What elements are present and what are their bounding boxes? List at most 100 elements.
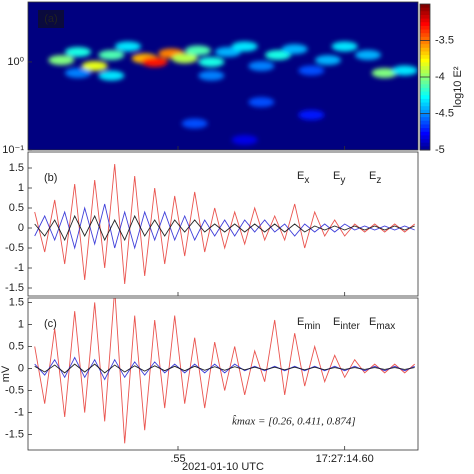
legend-entry: Emax: [369, 316, 395, 332]
y-axis-label: mV: [0, 365, 12, 382]
y-tick-label: -0.5: [5, 242, 24, 254]
y-tick-label: 10⁻¹: [2, 144, 24, 156]
colorbar-segment: [420, 7, 430, 12]
legend-entry: Einter: [333, 316, 360, 332]
colorbar-segment: [420, 36, 430, 41]
colorbar-segment: [420, 98, 430, 104]
y-tick-label: 0.5: [9, 202, 24, 214]
colorbar-segment: [420, 4, 430, 9]
colorbar-segment: [420, 55, 430, 60]
colorbar-segment: [420, 135, 430, 140]
colorbar-segment: [420, 87, 430, 93]
plot-frame: [27, 297, 419, 451]
annotation: k̂max = [0.26, 0.411, 0.874]: [232, 414, 356, 427]
y-tick-label: -1.5: [5, 428, 24, 440]
heatmap-cell: [355, 49, 381, 60]
x-tick-label: 17:27:14.60: [316, 453, 374, 465]
colorbar-segment: [420, 91, 430, 96]
legend-entry: Ey: [333, 170, 345, 186]
heatmap-cell: [298, 65, 325, 76]
legend-entry: Ex: [297, 170, 309, 186]
heatmap-cell: [65, 46, 91, 57]
series-group: [34, 163, 415, 285]
colorbar-segment: [420, 40, 430, 45]
heatmap-cell: [331, 41, 358, 52]
heatmap-cells: [48, 41, 418, 145]
series-line: [34, 163, 415, 285]
panel-label: (c): [44, 318, 57, 330]
colorbar-segment: [420, 11, 430, 16]
y-tick-label: 0: [18, 222, 24, 234]
colorbar-segment: [420, 18, 430, 23]
plot-frame: [27, 1, 419, 151]
y-tick-label: 0.5: [9, 340, 24, 352]
colorbar-tick-label: -3.5: [435, 34, 454, 46]
series-group: [34, 298, 415, 444]
colorbar-segment: [420, 142, 430, 147]
colorbar-segment: [420, 51, 430, 56]
panel-label-group: (a): [38, 10, 64, 28]
heatmap-cell: [248, 60, 275, 71]
series-line: [34, 214, 415, 242]
colorbar-segment: [420, 44, 430, 49]
y-tick-label: -1.5: [5, 282, 24, 294]
colorbar-segment: [420, 33, 430, 38]
heatmap-cell: [198, 56, 225, 67]
heatmap-cell: [315, 55, 341, 66]
colorbar-segment: [420, 25, 430, 31]
colorbar-segment: [420, 139, 430, 144]
colorbar-segment: [420, 22, 430, 27]
heatmap-cell: [115, 41, 141, 52]
colorbar-segment: [420, 128, 430, 133]
colorbar-tick-label: -5: [435, 144, 445, 156]
heatmap-cell: [391, 65, 418, 76]
heatmap-cell: [298, 109, 325, 120]
colorbar-segment: [420, 80, 430, 85]
y-tick-label: -1: [14, 262, 24, 274]
heatmap-cell: [248, 97, 275, 108]
colorbar-segment: [420, 47, 430, 52]
y-tick-label: 10⁰: [7, 56, 24, 68]
x-axis-label: 2021-01-10 UTC: [182, 461, 264, 473]
panel-label-box: [38, 10, 64, 28]
heatmap-cell: [65, 67, 91, 78]
y-tick-label: -1: [14, 406, 24, 418]
colorbar-segment: [420, 73, 430, 78]
legend-entry: Ez: [369, 170, 381, 186]
colorbar-segment: [420, 109, 430, 114]
panel-label: (b): [44, 172, 57, 184]
colorbar-segment: [420, 14, 430, 20]
series-line: [34, 298, 415, 444]
heatmap-cell: [231, 134, 258, 145]
y-tick-label: 1.5: [9, 162, 24, 174]
heatmap-cell: [48, 55, 75, 66]
heatmap-cell: [185, 45, 211, 56]
heatmap-cell: [81, 60, 108, 71]
heatmap-cell: [98, 70, 125, 81]
heatmap-cell: [181, 118, 208, 129]
colorbar-tick-label: -4.5: [435, 107, 454, 119]
panel-label: (a): [44, 13, 57, 25]
y-tick-label: 1: [18, 182, 24, 194]
y-tick-label: 1: [18, 318, 24, 330]
colorbar-segment: [420, 124, 430, 129]
colorbar-segment: [420, 62, 430, 67]
colorbar-segment: [420, 120, 430, 125]
colorbar-segment: [420, 58, 430, 63]
heatmap-cell: [171, 53, 198, 64]
colorbar-tick-label: -4: [435, 71, 445, 83]
colorbar-segment: [420, 84, 430, 89]
heatmap-cell: [141, 56, 168, 67]
colorbar-segment: [420, 69, 430, 74]
y-tick-label: 1.5: [9, 296, 24, 308]
colorbar-segment: [420, 95, 430, 100]
plot-frame: [27, 151, 419, 297]
x-tick-label: .55: [170, 453, 185, 465]
series-line: [34, 203, 415, 250]
heatmap-cell: [265, 49, 291, 60]
y-tick-label: 0: [18, 362, 24, 374]
colorbar-segment: [420, 102, 430, 107]
heatmap-cell: [281, 44, 308, 55]
colorbar-segment: [420, 106, 430, 111]
